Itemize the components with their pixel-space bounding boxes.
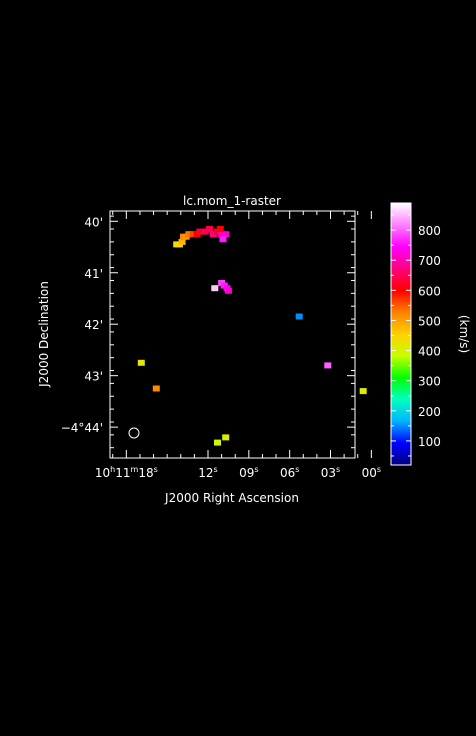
image-plot-area[interactable]	[110, 211, 355, 458]
colorbar-tick-label: 500	[418, 314, 441, 328]
colorbar-tick-label: 400	[418, 345, 441, 359]
y-tick-labels: 40' 41' 42' 43' −4°44'	[61, 215, 103, 435]
plot-background[interactable]	[110, 211, 355, 458]
plot-frame-border	[109, 210, 356, 459]
raster-pixel	[205, 226, 213, 232]
x-axis-label: J2000 Right Ascension	[164, 491, 299, 505]
plot-frame	[109, 210, 372, 459]
raster-pixel	[211, 285, 219, 292]
x-tick-label: 12s	[198, 465, 217, 480]
colorbar-tick-label: 600	[418, 284, 441, 298]
raster-pixel	[209, 231, 217, 238]
colorbar-gradient	[390, 202, 412, 466]
raster-pixel	[295, 313, 303, 320]
raster-pixel	[201, 228, 209, 235]
y-tick-label: 42'	[84, 318, 103, 332]
raster-pixel	[222, 231, 230, 238]
raster-pixel	[219, 236, 227, 243]
x-tick-label: 09s	[239, 465, 258, 480]
y-axis-label: J2000 Declination	[37, 281, 51, 388]
raster-pixel	[214, 439, 221, 446]
raster-pixel	[224, 287, 232, 294]
raster-pixel	[196, 228, 204, 235]
raster-pixel	[216, 226, 224, 232]
raster-pixel	[137, 359, 145, 366]
raster-pixel	[152, 385, 160, 392]
colorbar-tick-label: 700	[418, 254, 441, 268]
raster-pixel	[189, 231, 197, 238]
raster-pixel	[185, 231, 193, 238]
y-tick-label: −4°44'	[61, 421, 103, 435]
plot-title: lc.mom_1-raster	[183, 194, 281, 208]
colorbar-label: (km/s)	[457, 315, 471, 353]
colorbar-tick-label: 200	[418, 405, 441, 419]
raster-pixel	[324, 362, 332, 369]
colorbar-ticks: 100 200 300 400 500 600 700 800	[391, 214, 441, 457]
colorbar: 100 200 300 400 500 600 700 800 (km/s)	[390, 202, 471, 466]
colorbar-tick-label: 300	[418, 375, 441, 389]
x-tick-label: 03s	[321, 465, 340, 480]
raster-pixel	[222, 434, 230, 441]
raster-pixel	[178, 238, 186, 245]
raster-pixel	[359, 388, 367, 395]
colorbar-tick-label: 800	[418, 224, 441, 238]
y-tick-label: 40'	[84, 215, 103, 229]
x-tick-labels: 10h11m18s 12s 09s 06s 03s 00s	[95, 465, 381, 480]
x-tick-label: 00s	[362, 465, 381, 480]
y-tick-label: 43'	[84, 370, 103, 384]
raster-pixels	[137, 226, 367, 446]
y-tick-label: 41'	[84, 267, 103, 281]
beam-ellipse-icon	[128, 427, 140, 439]
x-tick-label: 06s	[280, 465, 299, 480]
colorbar-tick-label: 100	[418, 435, 441, 449]
raster-pixel	[218, 231, 226, 238]
x-tick-label: 10h11m18s	[95, 465, 158, 480]
